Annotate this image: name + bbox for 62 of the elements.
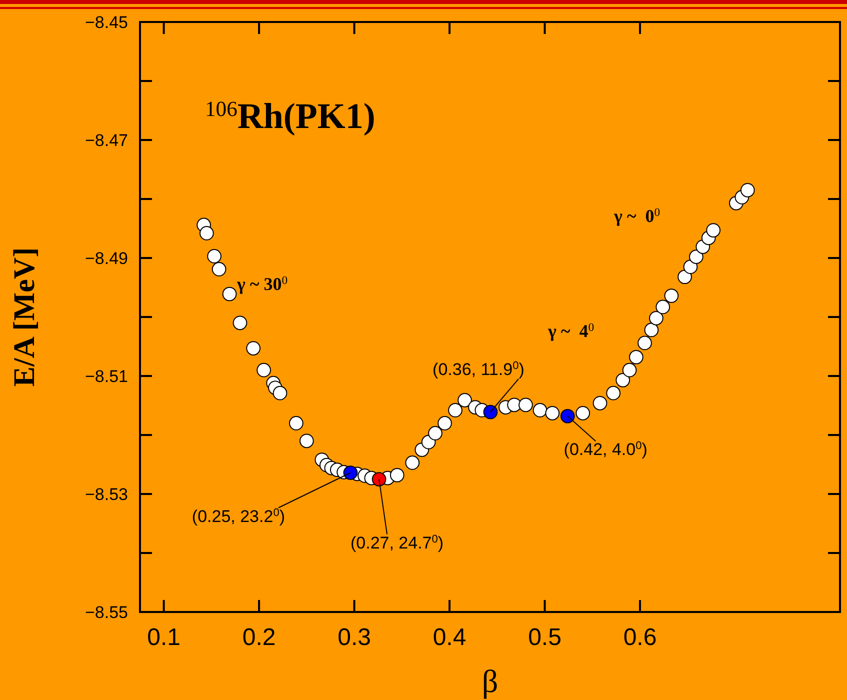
point [507, 398, 522, 412]
point [649, 311, 664, 326]
y-tick-label: −8.51 [84, 367, 128, 386]
point [299, 434, 314, 448]
point [222, 286, 237, 302]
x-tick-label: 0.2 [242, 624, 276, 651]
point [199, 226, 214, 240]
point [289, 416, 304, 430]
point [483, 404, 498, 420]
point [438, 416, 452, 430]
point [616, 372, 630, 388]
point [428, 426, 442, 440]
point [272, 386, 288, 400]
annotation: (0.36, 11.9$^{0}$) [432, 360, 524, 379]
annotation: (0.25, 23.2$^{0}$) [192, 506, 286, 526]
point [518, 398, 533, 412]
y-tick-label: −8.45 [84, 13, 128, 32]
point [405, 456, 420, 470]
x-tick-label: 0.1 [147, 624, 180, 651]
point [343, 466, 358, 480]
point [560, 408, 575, 424]
point [256, 362, 271, 378]
x-tick-label: 0.6 [623, 624, 657, 651]
annotation: (0.42, 4.0$^{0}$) [564, 440, 648, 460]
annotation: γ ~ 0$^{0}$ [613, 206, 660, 226]
point [576, 406, 590, 420]
point [629, 350, 644, 364]
point [246, 341, 261, 356]
point [644, 322, 659, 338]
point [678, 270, 692, 284]
x-tick-label: 0.3 [338, 624, 371, 651]
point [458, 393, 472, 408]
y-axis-title: E/A [MeV] [8, 247, 41, 387]
point [448, 403, 462, 418]
point [689, 250, 704, 264]
point [372, 472, 386, 486]
x-axis-title: β [482, 663, 498, 699]
y-tick-label: −8.47 [84, 131, 128, 150]
x-tick-label: 0.4 [432, 624, 466, 651]
point [532, 403, 548, 418]
point [232, 316, 248, 330]
point [664, 288, 679, 303]
point [622, 362, 637, 378]
text: $^{106}$Rh(PK1) [205, 96, 376, 136]
point [706, 223, 721, 238]
point [545, 406, 560, 420]
annotation: (0.27, 24.7$^{0}$) [350, 533, 444, 552]
point [592, 396, 608, 410]
y-tick-label: −8.55 [84, 603, 128, 622]
annotation: γ ~ 30$^{0}$ [236, 274, 288, 294]
point [212, 262, 226, 276]
x-tick-label: 0.5 [528, 624, 562, 651]
y-tick-label: −8.53 [84, 485, 128, 504]
point [683, 260, 698, 274]
point [390, 468, 404, 482]
point [207, 249, 222, 264]
point [740, 182, 755, 198]
point [606, 386, 621, 400]
annotation: γ ~ 4$^{0}$ [547, 320, 594, 341]
y-tick-label: −8.49 [84, 249, 128, 268]
point [638, 336, 652, 350]
point [656, 300, 670, 314]
